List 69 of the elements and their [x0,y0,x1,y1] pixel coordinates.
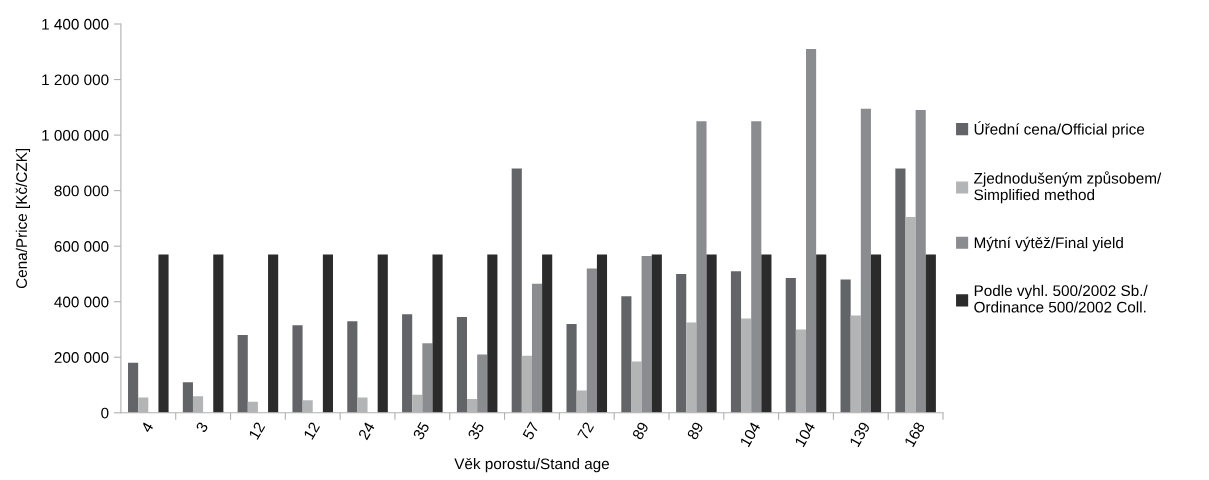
bar [377,254,388,413]
x-tick-label: 3 [195,421,209,434]
bar [696,121,707,413]
bar [158,254,169,413]
x-tick-label: 35 [467,421,485,441]
bar [402,314,413,413]
x-tick-label: 104 [739,421,761,448]
legend-label: Zjednodušeným způsobem/ Simplified method [974,171,1162,204]
bar [322,254,334,413]
bar [925,254,936,413]
x-axis-title: Věk porostu/Stand age [454,457,609,473]
bar [511,168,522,413]
legend-label: Podle vyhl. 500/2002 Sb./ Ordinance 500/2002 Coll. [974,284,1148,313]
x-tick-label: 139 [849,421,871,448]
bar [477,354,488,413]
bar [213,254,224,413]
bar [870,254,882,413]
bar [128,362,139,413]
bar [816,254,827,413]
x-tick-label: 104 [794,421,816,448]
x-tick-label: 24 [357,421,375,441]
bar [237,335,248,413]
bar [915,110,926,413]
y-tick-label: 200 000 [54,352,109,363]
bar [895,168,906,413]
x-tick-label: 89 [631,421,650,441]
bar [268,254,279,413]
bar [751,121,762,413]
bar [422,343,433,413]
bar [785,278,796,413]
bar [292,325,303,413]
bar [586,268,597,413]
bar [487,254,498,413]
bar [761,254,772,413]
bar [182,382,193,413]
x-tick-label: 4 [140,421,154,434]
bar [651,254,662,413]
bar [432,254,443,413]
bar [531,283,543,413]
x-tick-label: 12 [248,421,266,440]
bar [456,316,468,413]
bar [347,321,358,413]
bar [840,279,851,413]
bar [596,254,608,413]
y-tick-label: 1 200 000 [42,74,109,86]
y-tick-label: 1 400 000 [42,18,109,30]
x-tick-label: 72 [577,421,595,441]
bar [641,255,652,413]
x-tick-label: 168 [904,421,926,448]
y-tick-label: 400 000 [54,296,109,308]
x-tick-label: 12 [303,421,321,440]
y-tick-label: 0 [101,407,109,419]
bar [730,271,742,413]
y-tick-label: 800 000 [54,185,109,197]
bar [676,273,687,413]
y-tick-label: 1 000 000 [42,129,109,141]
x-tick-label: 57 [522,421,540,441]
x-tick-label: 89 [686,421,704,441]
bar [621,296,632,413]
y-axis-title: Cena/Price [Kč/CZK] [15,149,31,289]
legend-label: Mýtní výtěž/Final yield [974,236,1123,252]
x-tick-label: 35 [412,421,430,441]
legend-label: Úřední cena/Official price [974,121,1145,138]
bar [806,48,817,413]
y-tick-label: 600 000 [54,241,109,252]
bar [566,323,577,413]
bar [706,254,717,413]
bar [542,254,553,413]
bar [860,108,871,413]
